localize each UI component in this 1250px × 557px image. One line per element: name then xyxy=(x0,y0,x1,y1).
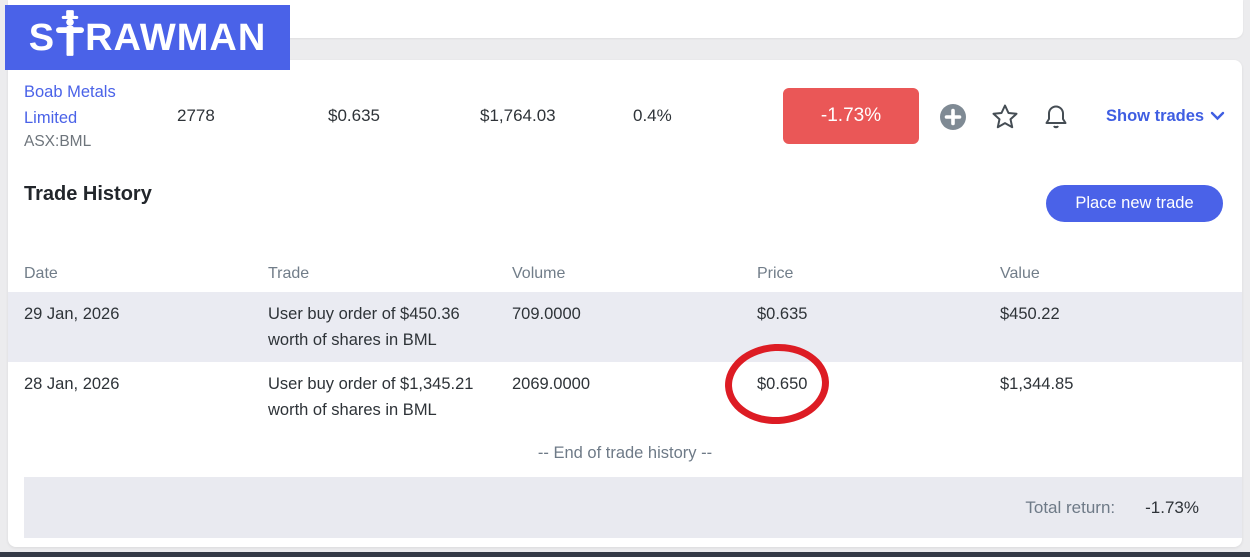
logo-text-pre: S xyxy=(28,16,56,59)
cell-date: 28 Jan, 2026 xyxy=(24,375,120,393)
page-title: Trade History xyxy=(24,183,152,205)
strawman-logo[interactable]: S RAWMAN xyxy=(5,5,290,70)
cell-value: $1,344.85 xyxy=(1000,375,1074,393)
stock-ticker: ASX:BML xyxy=(24,133,92,150)
column-header-trade: Trade xyxy=(268,265,310,282)
logo-text: S RAWMAN xyxy=(29,10,267,65)
table-header-row: Date Trade Volume Price Value xyxy=(8,256,1242,292)
stock-name-block: Boab Metals Limited ASX:BML xyxy=(24,79,174,151)
add-button[interactable] xyxy=(938,102,968,132)
stock-name-link[interactable]: Boab Metals Limited xyxy=(24,83,116,127)
scarecrow-icon xyxy=(55,10,85,65)
stock-price: $0.635 xyxy=(328,106,380,125)
bottom-edge-strip xyxy=(0,552,1250,557)
total-return-value: -1.73% xyxy=(1145,497,1199,517)
cell-value: $450.22 xyxy=(1000,305,1060,323)
place-new-trade-button[interactable]: Place new trade xyxy=(1046,185,1223,222)
cell-trade: User buy order of $1,345.21 worth of sha… xyxy=(268,375,474,419)
logo-text-post: RAWMAN xyxy=(85,16,267,59)
stock-weight: 0.4% xyxy=(633,106,672,125)
total-return-label: Total return: xyxy=(1025,497,1116,517)
cell-volume: 709.0000 xyxy=(512,305,581,323)
cell-date: 29 Jan, 2026 xyxy=(24,305,120,323)
show-trades-toggle[interactable]: Show trades xyxy=(1106,107,1225,126)
column-header-price: Price xyxy=(757,265,794,282)
stock-units: 2778 xyxy=(177,106,215,125)
chevron-down-icon xyxy=(1210,107,1225,126)
table-row: 28 Jan, 2026 User buy order of $1,345.21… xyxy=(8,362,1242,432)
column-header-value: Value xyxy=(1000,265,1040,282)
column-header-volume: Volume xyxy=(512,265,566,282)
cell-price: $0.635 xyxy=(757,305,808,323)
change-badge: -1.73% xyxy=(783,88,919,144)
trade-history-card: Boab Metals Limited ASX:BML 2778 $0.635 … xyxy=(8,60,1242,547)
column-header-date: Date xyxy=(24,265,58,282)
show-trades-label: Show trades xyxy=(1106,107,1205,125)
stock-holding-value: $1,764.03 xyxy=(480,106,556,125)
cell-volume: 2069.0000 xyxy=(512,375,590,393)
table-row: 29 Jan, 2026 User buy order of $450.36 w… xyxy=(8,292,1242,362)
trade-history-table: Date Trade Volume Price Value 29 Jan, 20… xyxy=(8,256,1242,538)
bell-notification-icon[interactable] xyxy=(1041,102,1071,132)
star-watchlist-icon[interactable] xyxy=(990,102,1020,132)
cell-price-circled: $0.650 xyxy=(757,375,808,393)
cell-trade: User buy order of $450.36 worth of share… xyxy=(268,305,460,349)
total-return-band: Total return: -1.73% xyxy=(24,477,1242,538)
end-of-history-note: -- End of trade history -- xyxy=(537,444,713,462)
